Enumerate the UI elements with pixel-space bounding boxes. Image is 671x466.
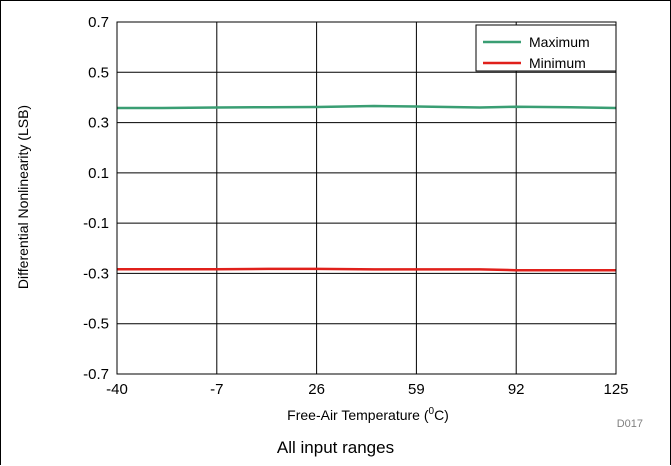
x-tick-label: -7: [210, 381, 223, 398]
y-tick-label: 0.7: [88, 14, 109, 31]
series-line-maximum: [117, 104, 617, 110]
y-tick-label: -0.1: [83, 215, 109, 232]
legend-label-minimum: Minimum: [529, 55, 586, 71]
legend: Maximum Minimum: [475, 24, 617, 72]
x-axis-title: Free-Air Temperature (0C): [287, 406, 449, 423]
x-axis-title-superscript: 0: [429, 406, 435, 417]
figure-tag: D017: [617, 418, 643, 430]
y-tick-labels: 0.7 0.5 0.3 0.1 -0.1 -0.3 -0.5 -0.7: [83, 14, 109, 383]
y-tick-label: -0.7: [83, 366, 109, 383]
y-tick-label: 0.3: [88, 115, 109, 132]
y-tick-label: 0.1: [88, 165, 109, 182]
dnl-vs-temperature-chart: 0.7 0.5 0.3 0.1 -0.1 -0.3 -0.5 -0.7 -40 -7 26 59 92…: [15, 14, 643, 430]
x-tick-labels: -40 -7 26 59 92 125: [106, 381, 628, 398]
plot-area-border: [116, 21, 617, 375]
x-tick-label: 59: [408, 381, 425, 398]
figure-caption: All input ranges: [276, 438, 395, 457]
y-tick-label: 0.5: [88, 64, 109, 81]
x-axis-title-main: Free-Air Temperature (: [287, 407, 429, 423]
legend-label-maximum: Maximum: [529, 34, 590, 50]
y-tick-label: -0.5: [83, 316, 109, 333]
grid-lines: [117, 22, 616, 374]
series-line-minimum: [117, 267, 616, 272]
y-axis-title: Differential Nonlinearity (LSB): [15, 105, 31, 289]
y-tick-label: -0.3: [83, 265, 109, 282]
x-axis-title-suffix: C): [434, 407, 449, 423]
x-tick-label: -40: [106, 381, 128, 398]
x-tick-label: 92: [508, 381, 525, 398]
x-tick-label: 26: [308, 381, 325, 398]
x-tick-label: 125: [603, 381, 628, 398]
series-layer: [117, 104, 617, 272]
